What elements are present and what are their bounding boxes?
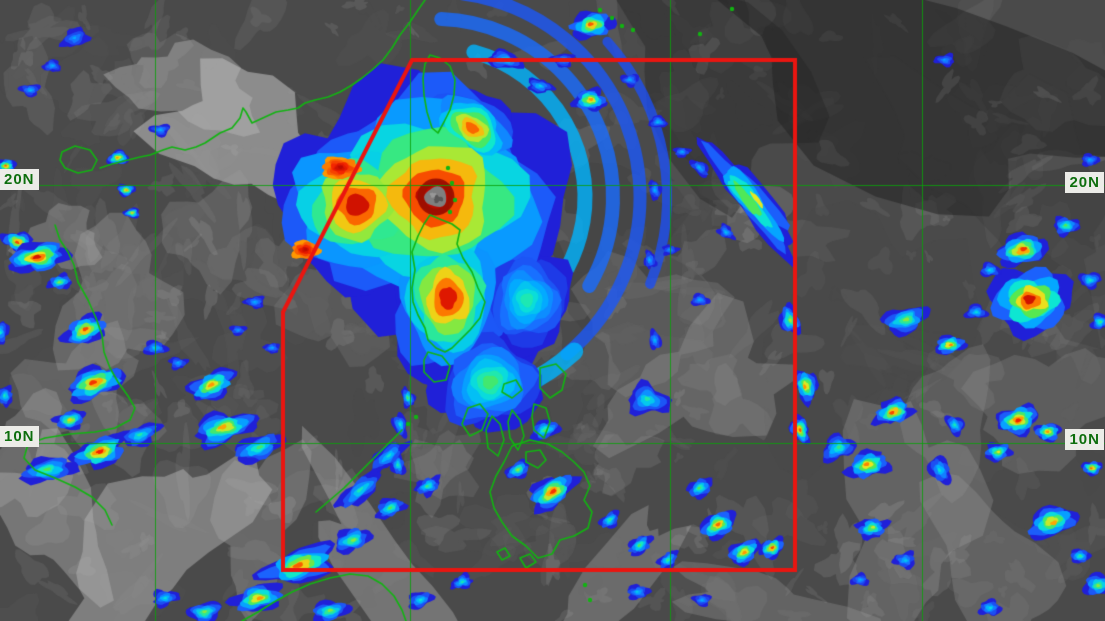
lat-label-10n-right: 10N: [1065, 429, 1104, 450]
lat-label-20n-left: 20N: [0, 169, 39, 190]
lat-label-20n-right: 20N: [1065, 172, 1104, 193]
lat-label-10n-left: 10N: [0, 426, 39, 447]
